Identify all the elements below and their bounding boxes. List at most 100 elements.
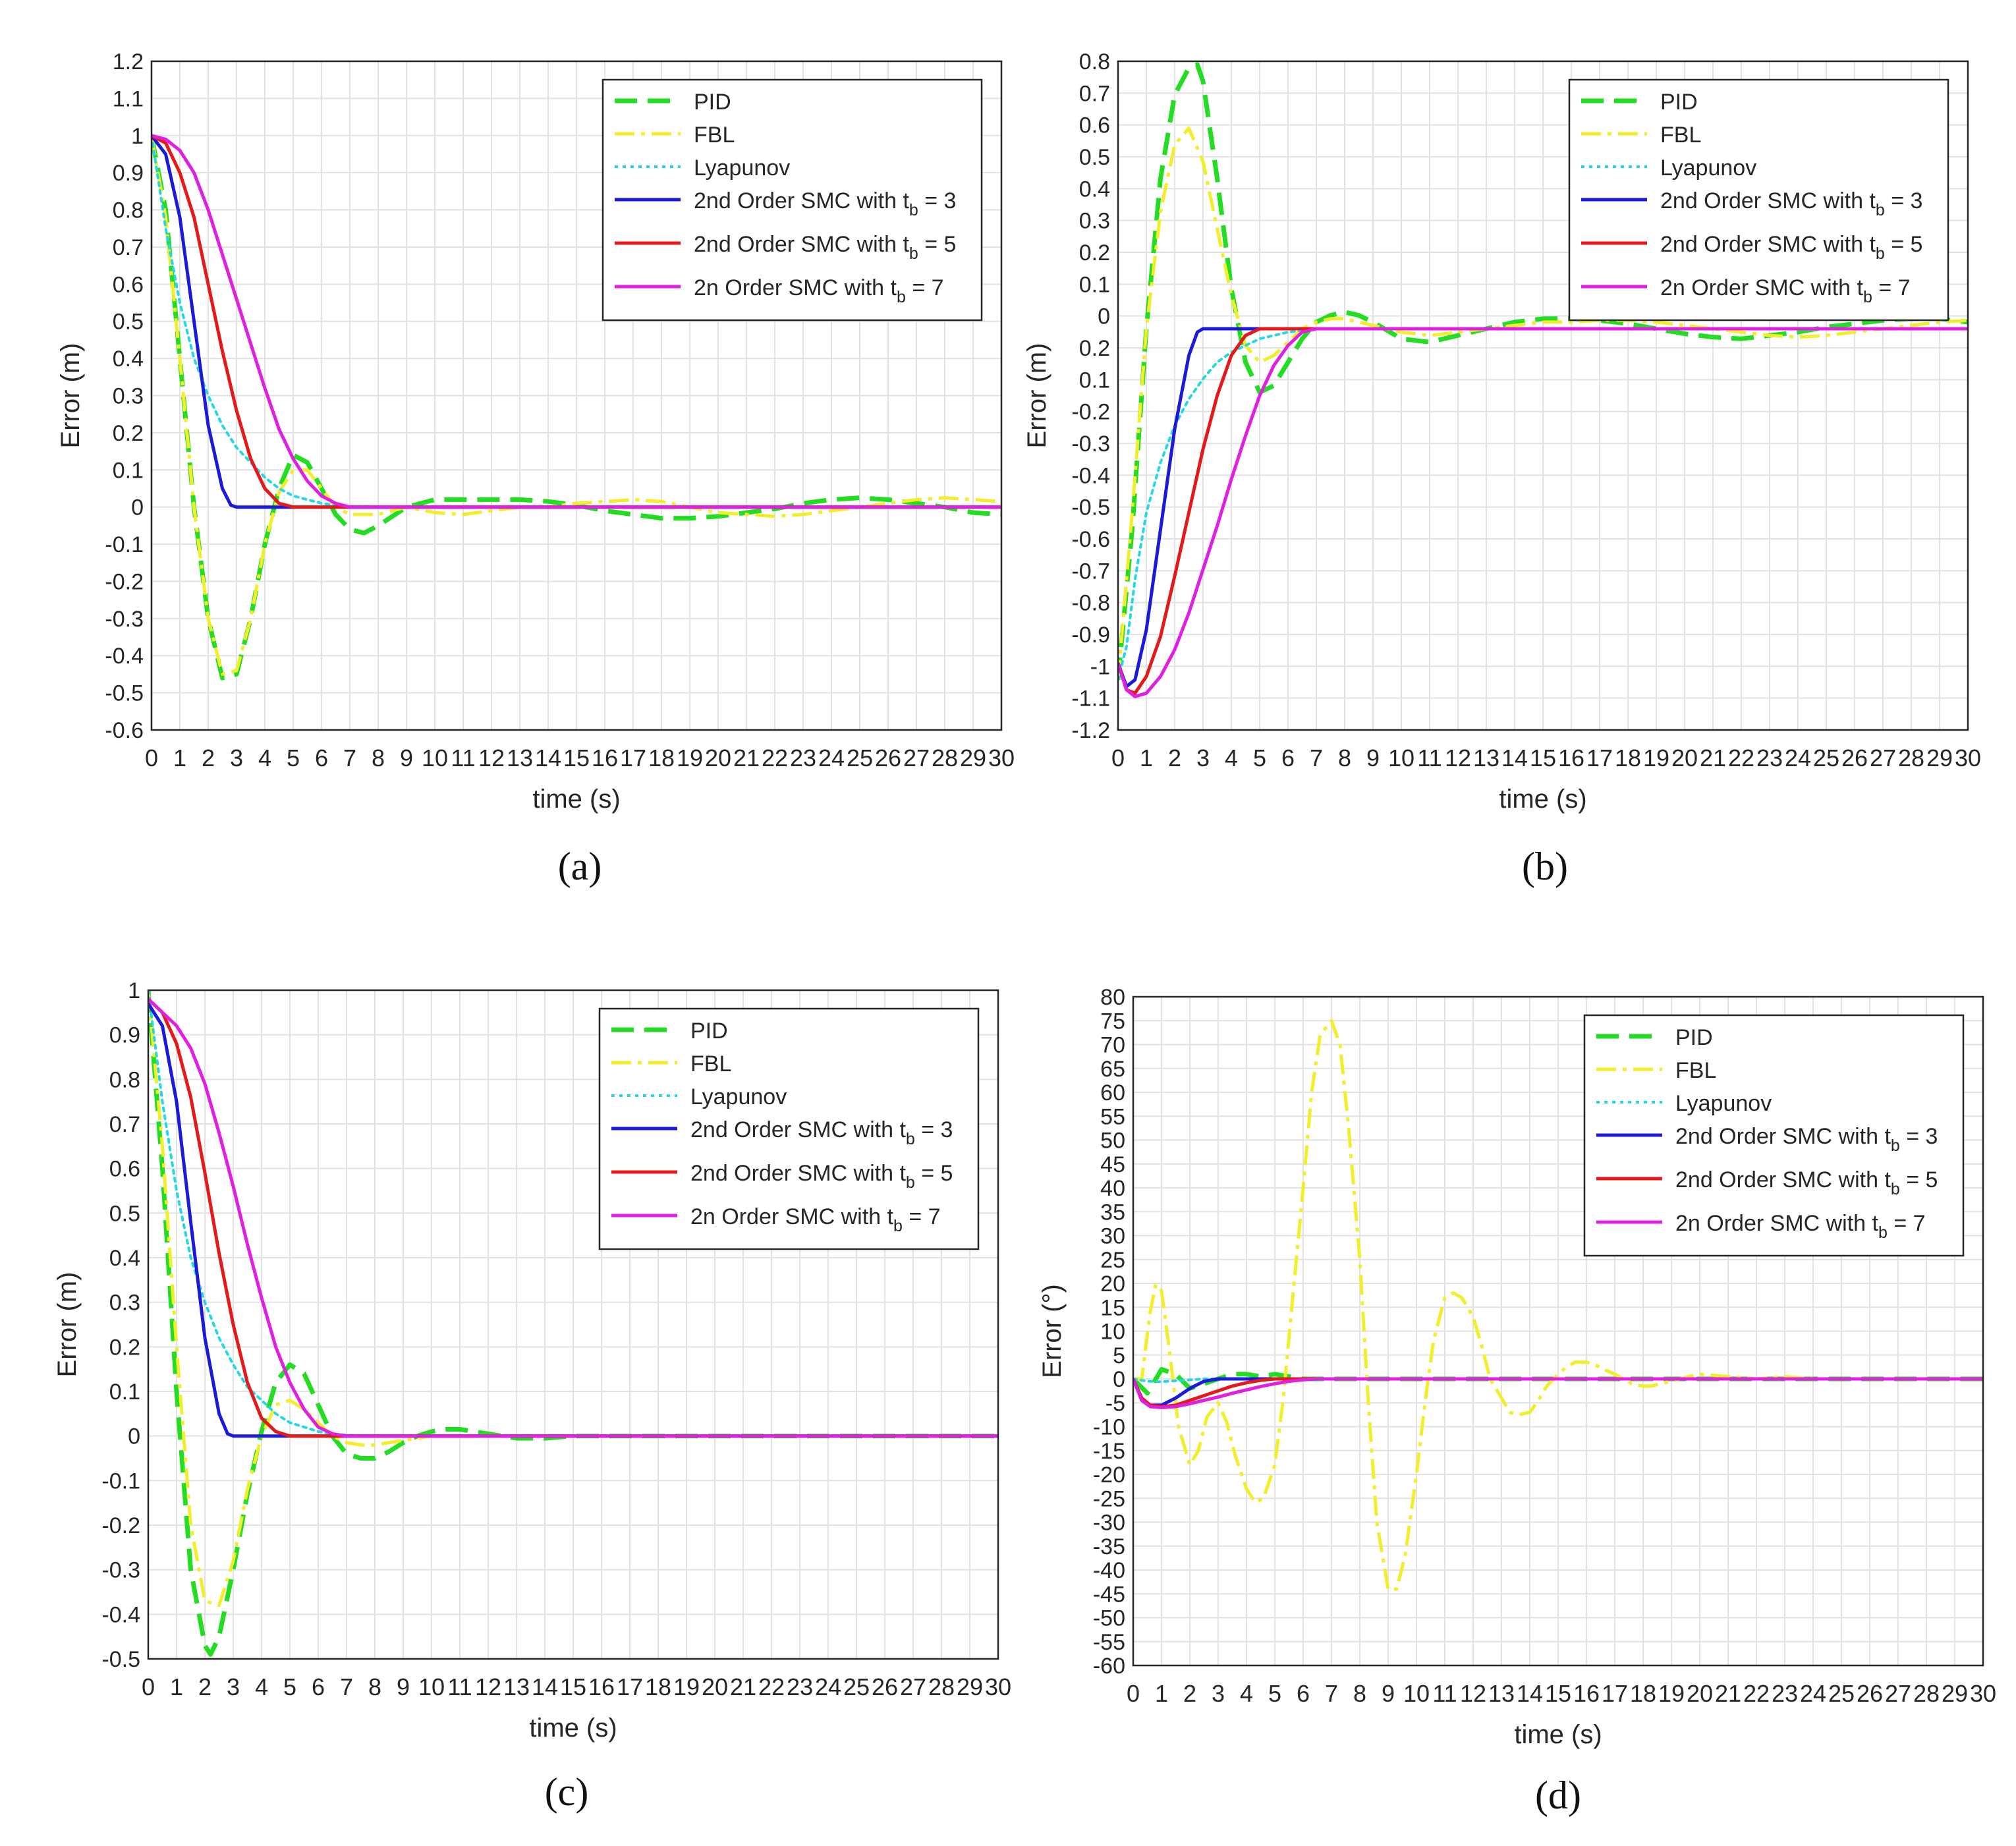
y-tick-label: 50 <box>1100 1129 1125 1154</box>
y-tick-label: -10 <box>1093 1415 1125 1440</box>
x-tick-label: 4 <box>258 744 271 771</box>
x-tick-label: 9 <box>1382 1680 1395 1707</box>
x-tick-label: 12 <box>1445 744 1471 771</box>
x-tick-label: 0 <box>1127 1680 1140 1707</box>
x-tick-label: 15 <box>1530 744 1556 771</box>
x-tick-label: 12 <box>475 1673 501 1700</box>
y-tick-label: -0.5 <box>105 681 144 706</box>
x-tick-label: 4 <box>255 1673 268 1700</box>
series-line <box>152 135 1001 676</box>
x-tick-label: 4 <box>1225 744 1238 771</box>
series-line <box>152 134 1001 509</box>
x-tick-label: 26 <box>875 744 901 771</box>
x-axis-label: time (s) <box>1514 1720 1602 1749</box>
x-tick-label: 8 <box>368 1673 381 1700</box>
y-tick-label: 0.7 <box>109 1112 140 1137</box>
x-axis-label: time (s) <box>529 1714 617 1743</box>
y-tick-label: -0.5 <box>101 1647 140 1672</box>
x-tick-label: 10 <box>418 1673 445 1700</box>
x-tick-label: 3 <box>230 744 243 771</box>
x-tick-label: 28 <box>928 1673 955 1700</box>
series-line <box>152 135 1001 681</box>
x-tick-label: 2 <box>1183 1680 1196 1707</box>
x-tick-label: 23 <box>1772 1680 1798 1707</box>
legend-entry: FBL <box>694 123 735 148</box>
x-tick-label: 17 <box>1586 744 1613 771</box>
series-line <box>148 997 998 1438</box>
x-tick-label: 6 <box>315 744 328 771</box>
y-tick-label: -0.1 <box>105 532 144 557</box>
x-tick-label: 28 <box>1898 744 1924 771</box>
y-tick-label: -40 <box>1093 1558 1125 1583</box>
x-tick-label: 13 <box>1488 1680 1515 1707</box>
legend-entry: FBL <box>1675 1058 1716 1083</box>
x-tick-label: 13 <box>507 744 533 771</box>
x-tick-label: 22 <box>1728 744 1754 771</box>
x-tick-label: 9 <box>397 1673 410 1700</box>
y-tick-label: 0.1 <box>113 458 144 483</box>
x-tick-label: 12 <box>1460 1680 1486 1707</box>
y-tick-label: -1.1 <box>1071 686 1110 712</box>
series-line <box>1118 327 1968 695</box>
y-tick-label: -0.3 <box>101 1558 140 1583</box>
legend-entry: PID <box>1660 90 1698 115</box>
x-tick-label: 26 <box>872 1673 898 1700</box>
y-tick-label: 0.2 <box>1079 240 1110 266</box>
x-tick-label: 26 <box>1841 744 1868 771</box>
y-tick-label: 40 <box>1100 1176 1125 1201</box>
series-line <box>152 134 1001 509</box>
y-tick-label: 10 <box>1100 1320 1125 1345</box>
x-tick-label: 30 <box>988 744 1015 771</box>
x-tick-label: 15 <box>563 744 590 771</box>
y-tick-label: 0.4 <box>113 347 144 372</box>
x-tick-label: 3 <box>1212 1680 1225 1707</box>
x-tick-label: 25 <box>843 1673 870 1700</box>
x-tick-label: 8 <box>1338 744 1351 771</box>
y-axis-label: Error (m) <box>53 1272 82 1378</box>
y-tick-label: 0.9 <box>113 161 144 186</box>
y-tick-label: 0.3 <box>1079 209 1110 234</box>
x-tick-label: 29 <box>960 744 986 771</box>
x-tick-label: 29 <box>1942 1680 1968 1707</box>
x-tick-label: 30 <box>985 1673 1011 1700</box>
y-axis-label: Error (m) <box>1022 343 1051 449</box>
y-tick-label: 30 <box>1100 1224 1125 1249</box>
y-tick-label: 0.6 <box>109 1157 140 1182</box>
panel-caption: (a) <box>558 845 602 888</box>
y-tick-label: 60 <box>1100 1080 1125 1105</box>
axes-box <box>150 60 1003 731</box>
x-tick-label: 16 <box>588 1673 615 1700</box>
x-tick-label: 2 <box>202 744 215 771</box>
x-tick-label: 14 <box>1517 1680 1543 1707</box>
x-tick-label: 11 <box>451 744 475 771</box>
y-tick-label: 0.3 <box>109 1291 140 1316</box>
x-tick-label: 11 <box>447 1673 472 1700</box>
x-tick-label: 26 <box>1857 1680 1883 1707</box>
y-tick-label: -55 <box>1093 1630 1125 1655</box>
x-tick-label: 6 <box>312 1673 325 1700</box>
x-tick-label: 19 <box>673 1673 700 1700</box>
x-tick-label: 1 <box>173 744 186 771</box>
x-tick-label: 29 <box>957 1673 983 1700</box>
y-tick-label: -20 <box>1093 1463 1125 1488</box>
y-tick-label: 0.1 <box>1079 368 1110 393</box>
y-tick-label: 1.2 <box>113 49 144 74</box>
x-tick-label: 24 <box>1785 744 1811 771</box>
x-tick-label: 24 <box>815 1673 841 1700</box>
x-tick-label: 20 <box>705 744 731 771</box>
x-tick-label: 15 <box>560 1673 586 1700</box>
y-tick-label: -0.4 <box>105 644 144 669</box>
x-tick-label: 15 <box>1545 1680 1571 1707</box>
x-tick-label: 14 <box>532 1673 558 1700</box>
y-tick-label: 0.6 <box>113 272 144 297</box>
y-tick-label: -0.3 <box>105 607 144 632</box>
x-tick-label: 27 <box>903 744 930 771</box>
y-tick-label: 15 <box>1100 1295 1125 1320</box>
x-axis-label: time (s) <box>1499 785 1586 814</box>
y-tick-label: -0.1 <box>101 1468 140 1494</box>
x-tick-label: 18 <box>1630 1680 1656 1707</box>
x-tick-label: 28 <box>1913 1680 1940 1707</box>
x-tick-label: 24 <box>1800 1680 1826 1707</box>
axes-box <box>1117 60 1969 731</box>
y-tick-label: 0 <box>1113 1367 1125 1392</box>
